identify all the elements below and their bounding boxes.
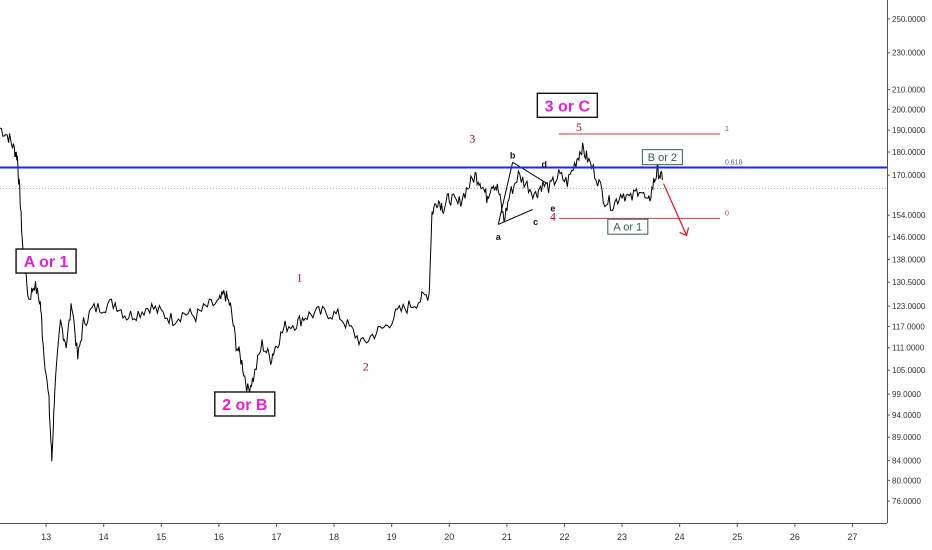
x-tick-label: 27 xyxy=(847,532,857,542)
projection-arrow xyxy=(662,183,690,237)
boxed-annotation xyxy=(214,391,276,417)
x-tick-label: 14 xyxy=(99,532,109,542)
y-tick-label: 180.0000 xyxy=(892,148,926,157)
y-tick-label: 154.0000 xyxy=(892,211,926,220)
y-tick-label: 250.0000 xyxy=(892,15,926,24)
x-tick-label: 13 xyxy=(41,532,51,542)
wave-label: 4 xyxy=(550,209,556,223)
y-tick-label: 138.0000 xyxy=(892,256,926,265)
subwave-label: c xyxy=(533,217,538,227)
green-annotation-label: B or 2 xyxy=(648,152,677,164)
x-axis-background xyxy=(0,523,932,550)
x-tick-label: 17 xyxy=(271,532,281,542)
y-tick-label: 99.0000 xyxy=(892,390,921,399)
y-tick-label: 170.0000 xyxy=(892,171,926,180)
price-series-line xyxy=(0,127,663,462)
y-tick-label: 94.0000 xyxy=(892,411,921,420)
triangle-pattern xyxy=(497,161,548,225)
wave-label: 2 xyxy=(363,359,369,373)
green-annotation-box xyxy=(641,149,683,166)
x-tick-label: 18 xyxy=(329,532,339,542)
y-tick-label: 123.0000 xyxy=(892,302,926,311)
x-tick-label: 22 xyxy=(559,532,569,542)
subwave-label: d xyxy=(542,160,548,170)
x-tick-label: 20 xyxy=(444,532,454,542)
y-tick-label: 117.0000 xyxy=(892,322,925,331)
x-tick-label: 23 xyxy=(617,532,627,542)
green-annotation-label: A or 1 xyxy=(613,222,642,234)
x-tick-label: 25 xyxy=(732,532,742,542)
y-tick-label: 89.0000 xyxy=(892,433,921,442)
subwave-label: b xyxy=(510,150,516,160)
x-tick-label: 24 xyxy=(675,532,685,542)
y-axis[interactable]: 250.0000 230.0000 210.0000 200.0000 190.0000… xyxy=(887,0,932,550)
wave-label: 5 xyxy=(576,120,582,134)
y-tick-label: 210.0000 xyxy=(892,86,926,95)
y-tick-label: 146.0000 xyxy=(892,233,926,242)
y-tick-label: 200.0000 xyxy=(892,105,926,114)
x-tick-label: 19 xyxy=(387,532,397,542)
y-tick-label: 111.0000 xyxy=(892,344,925,353)
x-tick-label: 26 xyxy=(790,532,800,542)
y-tick-label: 84.0000 xyxy=(892,457,921,466)
arrow-head xyxy=(679,227,690,237)
x-tick-label: 15 xyxy=(156,532,166,542)
y-axis-background xyxy=(887,0,932,550)
y-tick-label: 190.0000 xyxy=(892,126,926,135)
boxed-annotation xyxy=(536,92,599,119)
y-tick-label: 105.0000 xyxy=(892,366,926,375)
x-axis[interactable]: 13 14 15 16 17 18 19 20 21 22 23 24 25 26 27 xyxy=(0,523,932,550)
arrow-shaft xyxy=(662,183,688,236)
boxed-annotation xyxy=(15,248,77,274)
boxed-annotation-label: 2 or B xyxy=(222,397,267,414)
wave-label: 1 xyxy=(297,271,303,285)
y-tick-label: 230.0000 xyxy=(892,49,926,58)
fib-level-label: 1 xyxy=(725,126,729,133)
subwave-label: a xyxy=(496,232,502,242)
triangle-line xyxy=(497,162,514,225)
y-tick-label: 80.0000 xyxy=(892,476,921,485)
price-series xyxy=(0,127,663,462)
y-tick-label: 76.0000 xyxy=(892,497,921,506)
chart-annotations: A or 1 2 or B 3 or C 1 2 3 4 5 a b c d e B or 2 A or 1 xyxy=(15,92,683,417)
boxed-annotation-label: A or 1 xyxy=(24,254,69,271)
triangle-line xyxy=(512,161,548,184)
boxed-annotation-label: 3 or C xyxy=(545,98,591,115)
fib-level-label: 0.618 xyxy=(725,159,743,166)
horizontal-level-line[interactable]: 173.2574164.399602:03 xyxy=(0,161,931,207)
subwave-label: e xyxy=(550,204,555,214)
triangle-line xyxy=(498,208,533,225)
green-annotation-box xyxy=(607,218,649,235)
wave-label: 3 xyxy=(469,132,475,146)
fib-level-label: 0 xyxy=(725,210,729,217)
fibonacci-levels: 1 0.618 0 xyxy=(558,126,743,219)
x-tick-label: 21 xyxy=(502,532,512,542)
y-tick-label: 130.5000 xyxy=(892,278,926,287)
x-tick-label: 16 xyxy=(214,532,224,542)
